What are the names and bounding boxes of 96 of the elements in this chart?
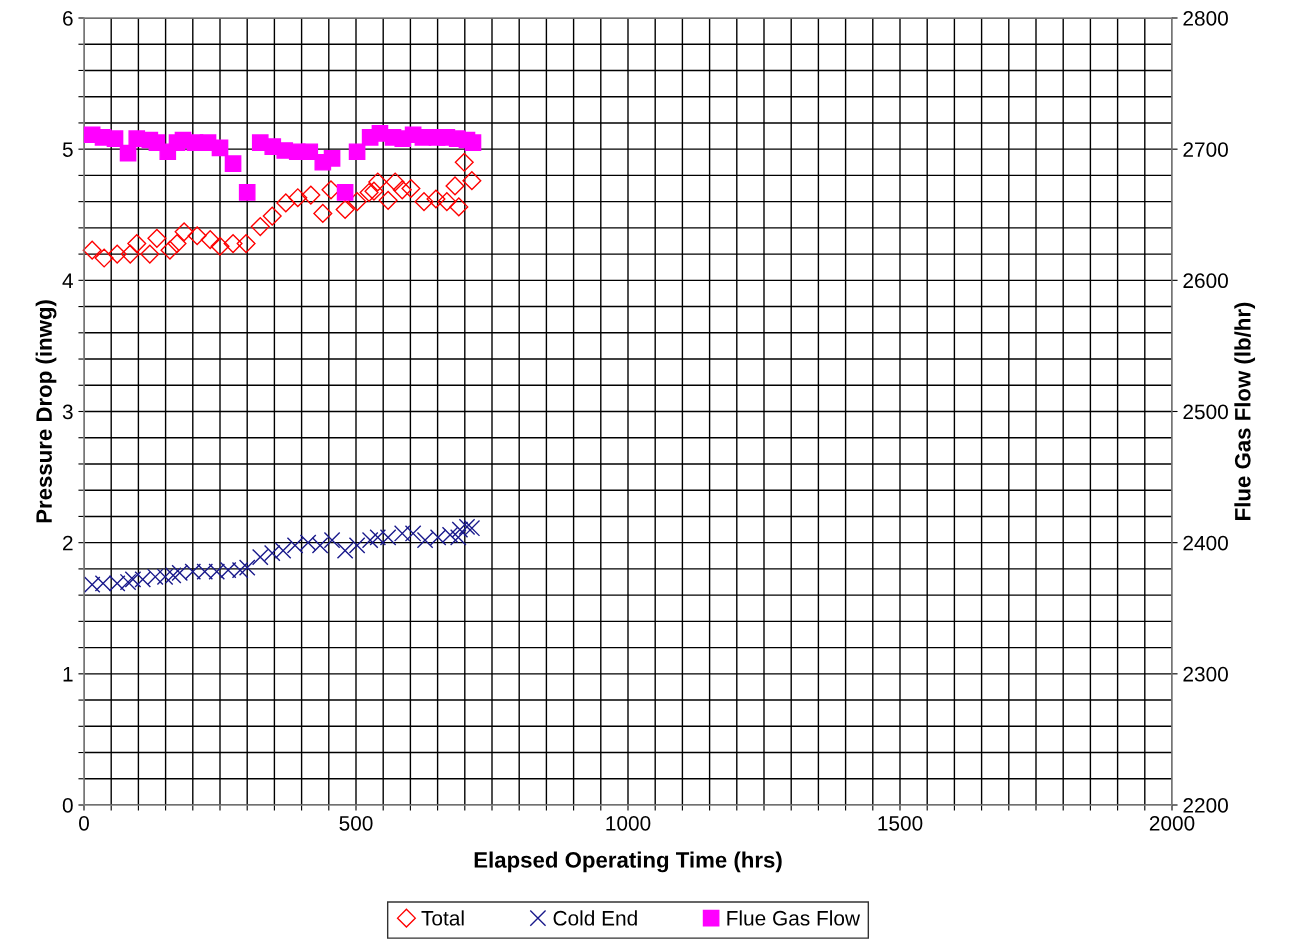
point xyxy=(127,234,147,254)
point xyxy=(454,152,474,172)
point xyxy=(336,542,354,559)
point xyxy=(379,529,397,546)
y2-tick-label: 2700 xyxy=(1183,142,1228,157)
point xyxy=(250,217,270,237)
point xyxy=(392,180,412,200)
point xyxy=(211,139,229,157)
point xyxy=(323,150,341,167)
point xyxy=(124,571,142,588)
point xyxy=(262,206,282,226)
y2-tick-label: 2500 xyxy=(1183,404,1228,420)
point xyxy=(441,526,459,544)
point xyxy=(347,192,367,212)
point xyxy=(274,542,292,559)
point xyxy=(288,188,308,208)
point xyxy=(286,536,304,554)
point xyxy=(449,197,469,217)
y-tick-label: 6 xyxy=(63,11,73,26)
x-axis-title: Elapsed Operating Time (hrs) xyxy=(474,851,782,873)
x-tick-label: 0 xyxy=(79,815,89,831)
point xyxy=(106,130,124,148)
point xyxy=(223,234,243,254)
point xyxy=(404,525,422,542)
point xyxy=(385,172,405,192)
point xyxy=(83,576,101,593)
point xyxy=(451,521,469,538)
point xyxy=(368,172,388,192)
point xyxy=(416,531,434,549)
x-tick-label: 2000 xyxy=(1149,815,1195,831)
point xyxy=(335,199,355,220)
point xyxy=(336,184,354,201)
point xyxy=(401,178,421,199)
point xyxy=(174,222,194,242)
point xyxy=(429,529,447,546)
point xyxy=(462,171,482,191)
point xyxy=(378,190,398,210)
y2-axis-title: Flue Gas Flow (lb/hr) xyxy=(1234,302,1256,520)
y2-tick-label: 2400 xyxy=(1183,535,1228,551)
point xyxy=(251,548,269,566)
point xyxy=(426,189,446,209)
point xyxy=(414,192,434,212)
point xyxy=(445,176,465,196)
point xyxy=(458,518,476,536)
point xyxy=(348,536,366,554)
point xyxy=(224,155,242,172)
legend-label: Cold End xyxy=(553,910,637,926)
point xyxy=(311,536,329,554)
y-tick-label: 5 xyxy=(62,142,73,157)
y-tick-label: 2 xyxy=(63,535,73,551)
y-tick-label: 4 xyxy=(62,273,73,288)
y2-tick-label: 2200 xyxy=(1183,798,1228,813)
point xyxy=(140,244,160,264)
point xyxy=(299,534,317,552)
point xyxy=(301,143,319,161)
point xyxy=(313,203,333,223)
point xyxy=(167,234,187,254)
y2-tick-label: 2300 xyxy=(1183,666,1228,682)
y2-tick-label: 2800 xyxy=(1183,11,1228,26)
x-tick-label: 500 xyxy=(339,815,373,831)
point xyxy=(323,531,341,549)
point xyxy=(94,248,114,268)
point xyxy=(187,226,207,246)
point xyxy=(359,182,379,202)
y-tick-label: 3 xyxy=(62,404,73,420)
y-tick-label: 1 xyxy=(63,667,73,682)
point xyxy=(160,240,180,260)
point xyxy=(464,134,482,151)
point xyxy=(210,236,230,256)
point xyxy=(393,525,411,542)
x-tick-label: 1000 xyxy=(606,815,651,831)
point xyxy=(263,544,281,562)
point xyxy=(82,240,102,260)
legend-label: Flue Gas Flow xyxy=(727,910,861,926)
point xyxy=(301,185,321,205)
point xyxy=(449,529,467,546)
point xyxy=(238,559,256,576)
y2-tick-label: 2600 xyxy=(1183,273,1228,289)
point xyxy=(361,531,379,549)
point xyxy=(348,143,366,161)
point xyxy=(369,529,387,546)
point xyxy=(463,519,481,537)
point xyxy=(107,244,127,264)
y-axis-title: Pressure Drop (inwg) xyxy=(35,300,57,523)
point xyxy=(120,244,140,264)
point xyxy=(200,230,220,250)
point xyxy=(364,181,384,201)
x-tick-label: 1500 xyxy=(878,815,923,831)
point xyxy=(276,193,296,213)
point xyxy=(236,234,256,254)
point xyxy=(147,228,167,248)
y-tick-label: 0 xyxy=(62,798,73,813)
point xyxy=(437,192,457,212)
point xyxy=(156,568,174,586)
legend-label: Total xyxy=(421,910,464,926)
point xyxy=(238,184,256,201)
